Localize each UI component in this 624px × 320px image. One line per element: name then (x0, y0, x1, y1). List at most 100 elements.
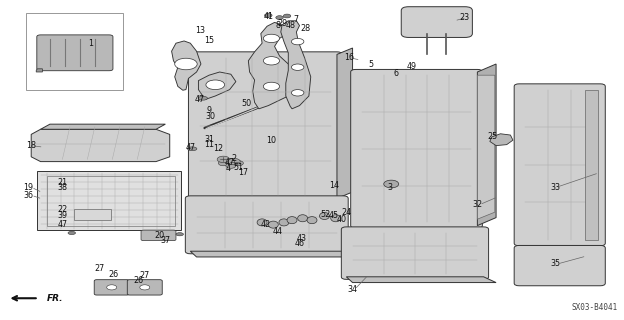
Text: 39: 39 (57, 211, 67, 220)
Text: 24: 24 (341, 208, 351, 217)
Circle shape (226, 163, 236, 168)
Text: 35: 35 (550, 260, 560, 268)
FancyBboxPatch shape (37, 35, 113, 71)
Bar (585, 90, 598, 240)
Text: 45: 45 (329, 212, 339, 220)
Text: 27: 27 (140, 271, 150, 280)
Text: 14: 14 (329, 181, 339, 190)
Circle shape (107, 285, 117, 290)
Text: 26: 26 (109, 270, 119, 279)
Text: 18: 18 (26, 141, 36, 150)
Text: 42: 42 (260, 220, 270, 229)
Bar (26, 13, 123, 90)
Circle shape (265, 13, 272, 17)
Ellipse shape (176, 233, 183, 236)
Text: 23: 23 (460, 13, 470, 22)
Ellipse shape (226, 160, 236, 164)
Text: 47: 47 (57, 220, 67, 229)
FancyBboxPatch shape (94, 280, 129, 295)
Circle shape (263, 34, 280, 43)
Circle shape (291, 90, 304, 96)
Text: 8: 8 (275, 21, 280, 30)
Ellipse shape (68, 231, 76, 235)
Text: 34: 34 (348, 285, 358, 294)
Polygon shape (477, 64, 496, 226)
Ellipse shape (331, 215, 341, 222)
Polygon shape (190, 251, 354, 257)
Text: 40: 40 (337, 215, 347, 224)
Ellipse shape (268, 221, 278, 228)
Text: 17: 17 (238, 168, 248, 177)
FancyBboxPatch shape (351, 69, 482, 228)
Circle shape (384, 180, 399, 188)
FancyBboxPatch shape (514, 84, 605, 246)
Text: 30: 30 (205, 112, 215, 121)
Text: 16: 16 (344, 53, 354, 62)
Polygon shape (36, 69, 42, 72)
Text: 15: 15 (204, 36, 214, 45)
Circle shape (175, 58, 197, 70)
Circle shape (283, 14, 291, 18)
Ellipse shape (287, 217, 297, 224)
FancyBboxPatch shape (401, 7, 472, 37)
Polygon shape (281, 21, 311, 109)
FancyBboxPatch shape (188, 52, 342, 201)
Text: 13: 13 (195, 26, 205, 35)
Text: 38: 38 (57, 183, 67, 192)
Text: 49: 49 (407, 62, 417, 71)
Circle shape (263, 82, 280, 91)
Circle shape (291, 38, 304, 45)
Text: 51: 51 (233, 163, 243, 172)
Text: 11: 11 (204, 140, 214, 148)
Circle shape (276, 16, 283, 20)
Polygon shape (248, 22, 298, 109)
Text: 3: 3 (388, 183, 392, 192)
Text: 5: 5 (369, 60, 374, 68)
Polygon shape (172, 41, 201, 90)
Text: 48: 48 (285, 21, 295, 30)
FancyBboxPatch shape (341, 227, 489, 279)
FancyBboxPatch shape (37, 171, 181, 230)
Text: 47: 47 (195, 95, 205, 104)
Text: 2: 2 (232, 154, 236, 163)
Text: 6: 6 (394, 69, 399, 78)
Text: 10: 10 (266, 136, 276, 145)
Text: 7: 7 (294, 15, 299, 24)
Ellipse shape (257, 219, 267, 226)
Text: 9: 9 (207, 106, 212, 115)
FancyBboxPatch shape (141, 230, 176, 241)
Text: 28: 28 (301, 24, 311, 33)
Text: 27: 27 (95, 264, 105, 273)
FancyBboxPatch shape (185, 196, 348, 254)
Text: SX03-B4041: SX03-B4041 (572, 303, 618, 312)
Text: 41: 41 (263, 12, 273, 20)
Text: 26: 26 (134, 276, 144, 285)
Polygon shape (198, 72, 236, 99)
Text: 20: 20 (154, 231, 164, 240)
Text: 47: 47 (225, 158, 235, 167)
Text: FR.: FR. (47, 294, 63, 303)
Text: 1: 1 (88, 39, 93, 48)
Circle shape (218, 161, 228, 166)
Ellipse shape (198, 96, 207, 100)
Polygon shape (31, 129, 170, 162)
Text: 52: 52 (320, 210, 330, 219)
Bar (74, 209, 111, 220)
Text: 32: 32 (472, 200, 482, 209)
FancyBboxPatch shape (514, 245, 605, 286)
Circle shape (291, 64, 304, 70)
Text: 47: 47 (185, 143, 195, 152)
Text: 33: 33 (550, 183, 560, 192)
Text: 44: 44 (273, 227, 283, 236)
Circle shape (233, 161, 243, 166)
Ellipse shape (307, 217, 317, 224)
Ellipse shape (279, 219, 289, 226)
Polygon shape (490, 134, 513, 146)
Text: 31: 31 (204, 135, 214, 144)
Ellipse shape (298, 215, 308, 222)
Text: 21: 21 (57, 178, 67, 187)
Text: 22: 22 (57, 205, 67, 214)
Ellipse shape (187, 147, 197, 151)
Circle shape (140, 285, 150, 290)
Text: 46: 46 (295, 239, 305, 248)
